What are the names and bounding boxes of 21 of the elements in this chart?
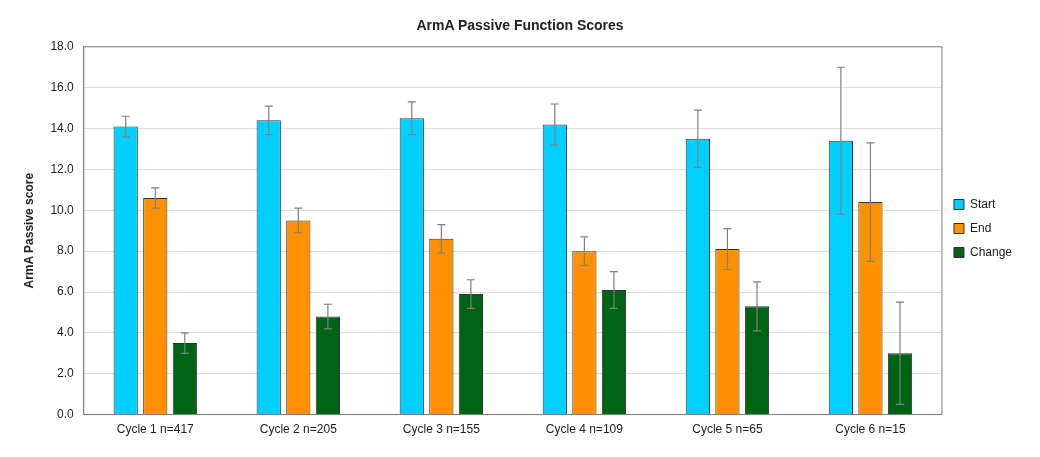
x-tick-label: Cycle 3 n=155	[402, 422, 481, 437]
y-axis-title: ArmA Passive score	[21, 172, 36, 289]
y-tick-label: 6.0	[57, 284, 75, 299]
legend-label: End	[969, 220, 992, 235]
x-tick-label: Cycle 5 n=65	[692, 422, 763, 437]
y-tick-label: 8.0	[57, 243, 75, 258]
y-tick-label: 0.0	[57, 406, 75, 421]
x-tick-label: Cycle 4 n=109	[545, 422, 624, 437]
x-tick-label: Cycle 2 n=205	[259, 422, 338, 437]
y-tick-label: 10.0	[50, 202, 75, 217]
x-tick-label: Cycle 1 n=417	[116, 422, 195, 437]
y-tick-label: 16.0	[50, 79, 75, 94]
chart-title: ArmA Passive Function Scores	[416, 17, 624, 34]
y-tick-label: 2.0	[57, 366, 75, 381]
y-tick-label: 14.0	[50, 120, 75, 135]
legend-label: Start	[969, 196, 996, 211]
legend-label: Change	[969, 244, 1013, 259]
y-tick-label: 4.0	[57, 325, 75, 340]
x-tick-label: Cycle 6 n=15	[835, 422, 906, 437]
y-tick-label: 12.0	[50, 161, 75, 176]
y-tick-label: 18.0	[50, 39, 75, 54]
